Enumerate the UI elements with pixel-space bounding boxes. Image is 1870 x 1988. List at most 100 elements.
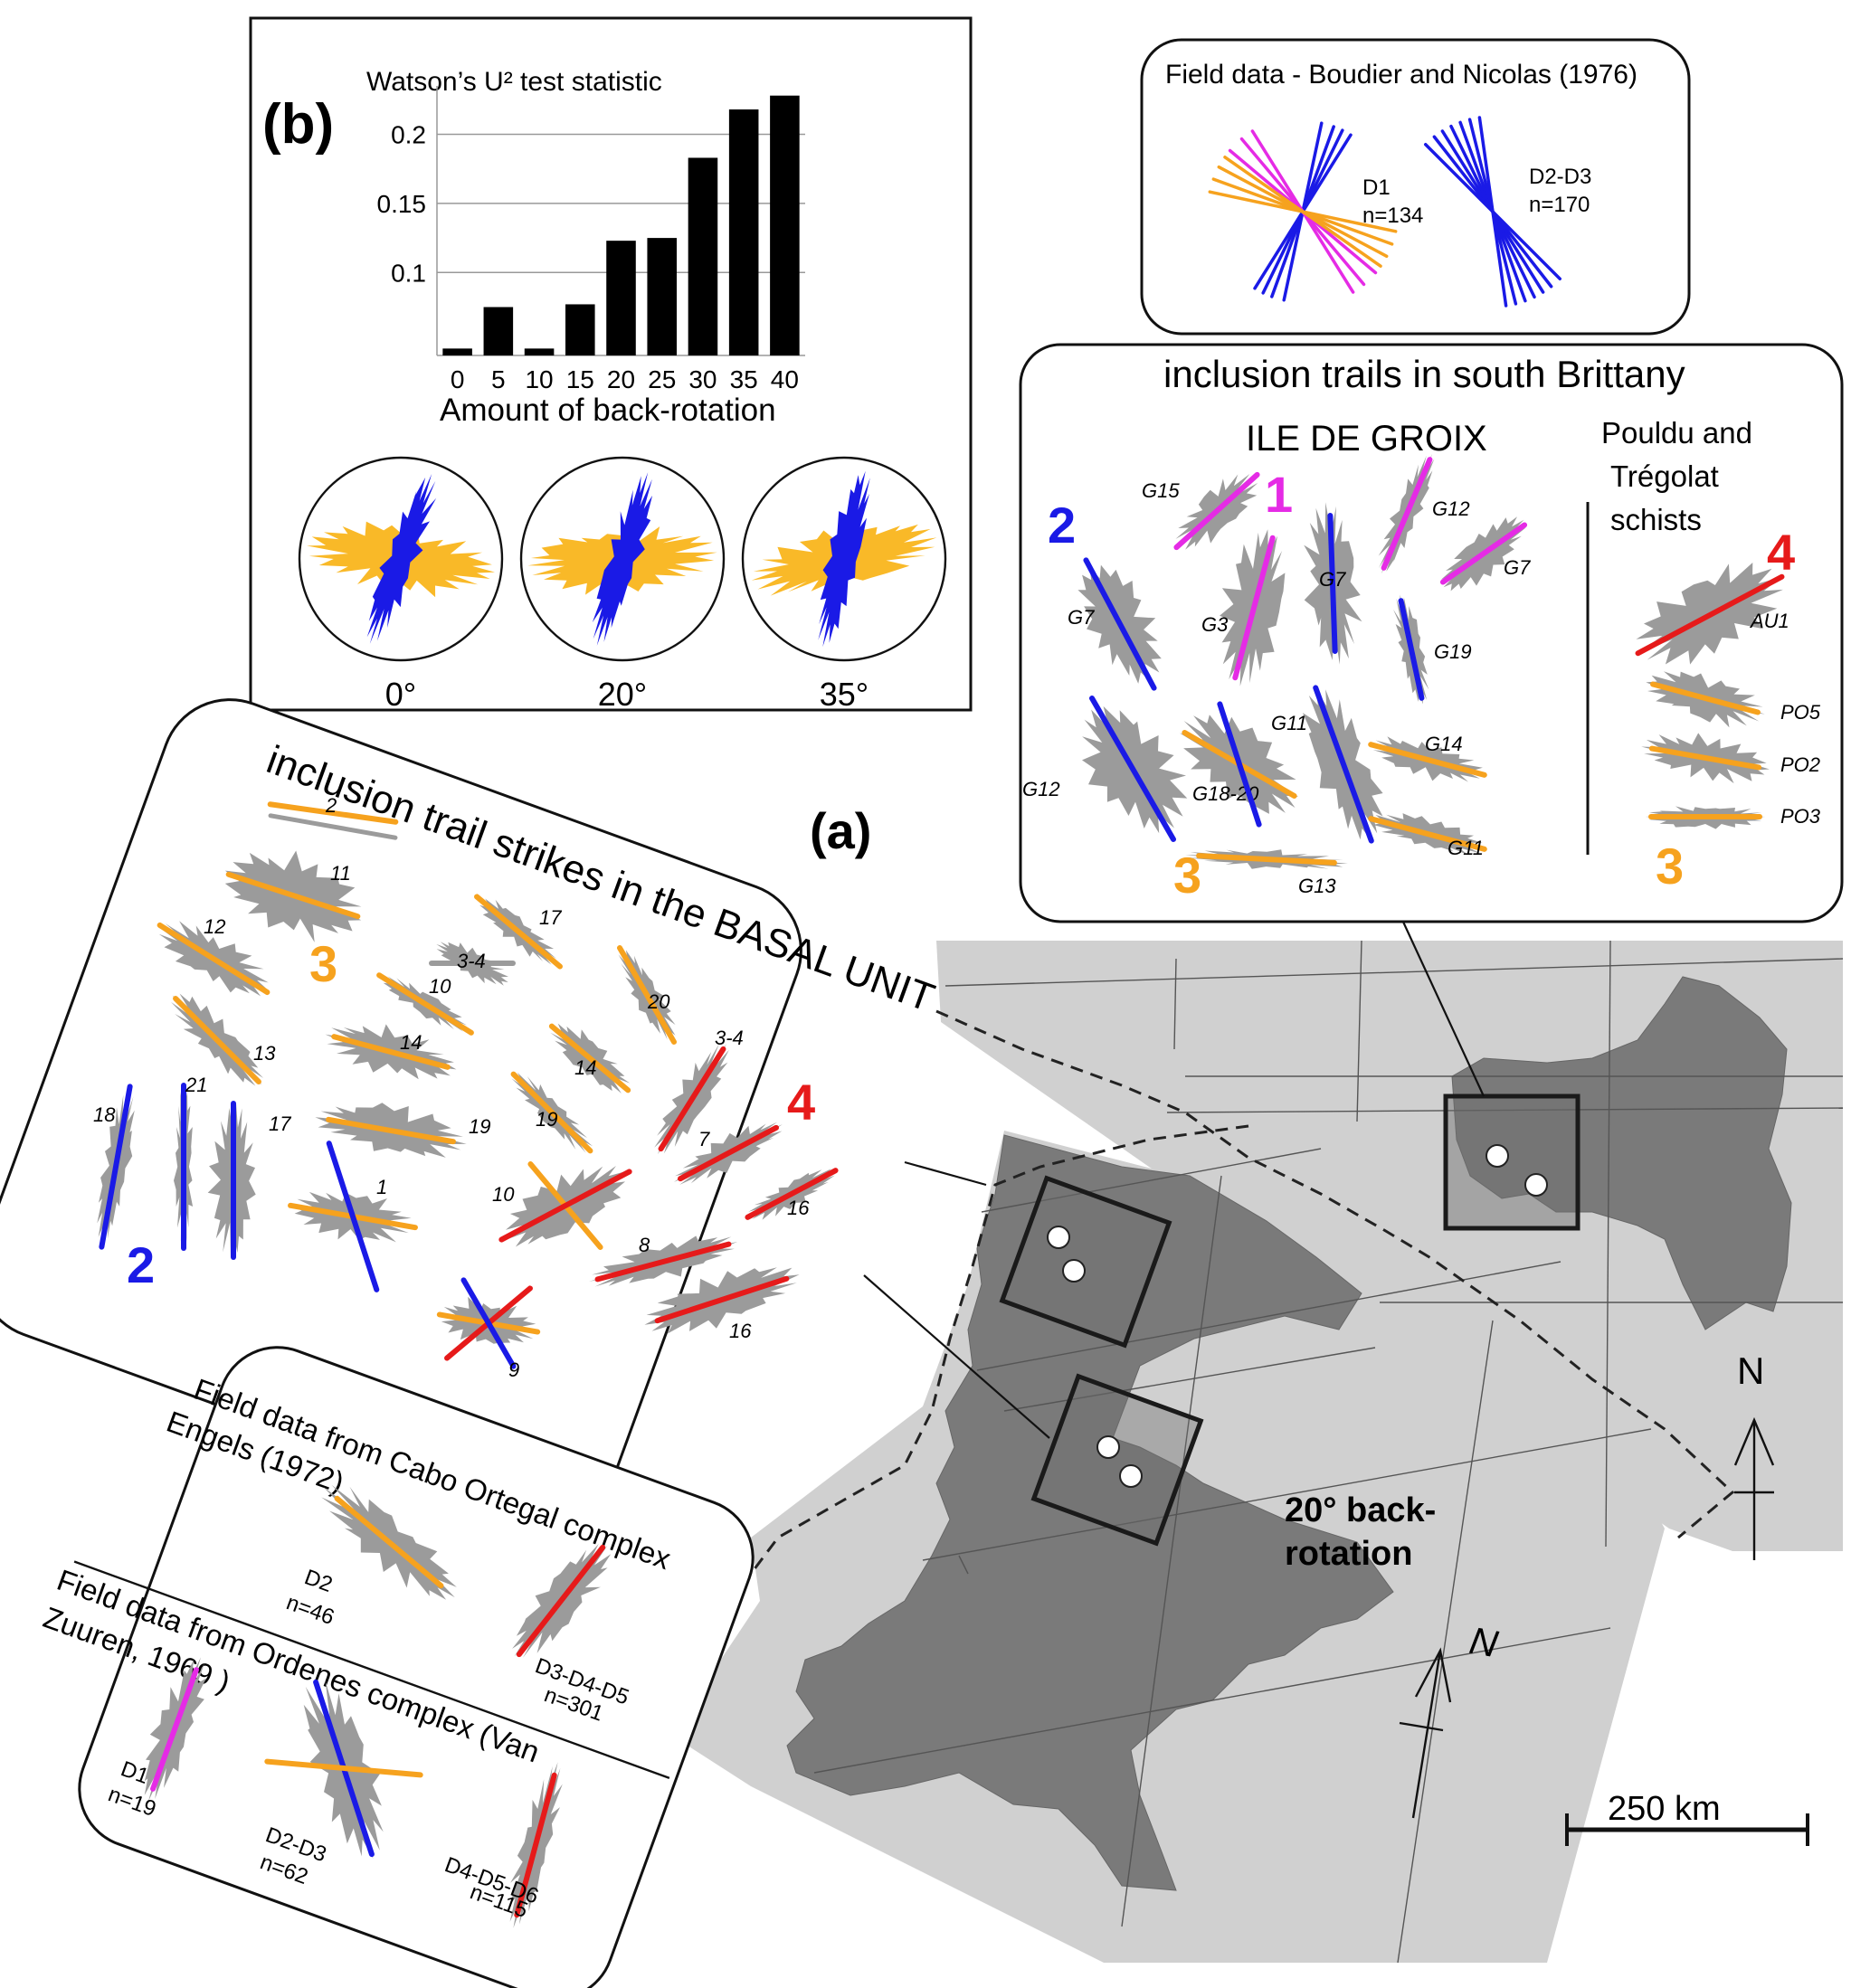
trail-line — [1650, 681, 1761, 715]
sample-label: PO2 — [1780, 753, 1820, 776]
panel-a: inclusion trail strikes in the BASAL UNI… — [0, 698, 940, 1523]
rose-rotation-label: 0° — [385, 676, 416, 713]
graticule — [813, 940, 1844, 1964]
sample-site — [1119, 1464, 1143, 1488]
trail-line — [331, 1034, 451, 1070]
trail-line — [460, 1277, 517, 1369]
sample-label: G14 — [1425, 733, 1463, 755]
x-tick-label: 40 — [771, 365, 799, 393]
sample-label: 20 — [647, 990, 670, 1013]
x-tick-label: 30 — [688, 365, 717, 393]
pouldu-line1: Pouldu and — [1601, 416, 1752, 450]
x-tick-label: 0 — [451, 365, 465, 393]
panel-a-group-4: 4 — [787, 1074, 815, 1131]
trail-line — [1089, 696, 1176, 842]
trail-line — [658, 1046, 726, 1152]
sample-label: G15 — [1142, 479, 1180, 502]
rose-rotation-label: 20° — [598, 676, 647, 713]
sample-label: 11 — [330, 862, 351, 885]
sample-site — [1486, 1144, 1509, 1168]
panel-b-label: (b) — [262, 93, 334, 156]
trail-line — [1173, 471, 1260, 551]
groix-title: ILE DE GROIX — [1246, 419, 1487, 459]
scale-bar-label: 250 km — [1608, 1790, 1721, 1828]
sample-label: 3-4 — [715, 1027, 744, 1049]
sample-label: 10 — [492, 1183, 515, 1206]
scale-bar — [1565, 1813, 1809, 1846]
y-tick-label: 0.15 — [377, 190, 427, 218]
trail-line — [150, 1667, 199, 1792]
sample-label: G7 — [1319, 568, 1346, 591]
brittany-group-2: 2 — [1048, 497, 1076, 554]
bar-chart: 0.1 0.15 0.2 0 5 10 15 20 25 30 35 40 — [377, 86, 805, 393]
bar — [524, 348, 555, 355]
trail-line — [326, 1141, 380, 1292]
x-tick-label: 10 — [525, 365, 553, 393]
trail-line — [514, 1772, 557, 1918]
sample-label: 16 — [729, 1320, 752, 1342]
sample-label: 1 — [376, 1176, 387, 1198]
boudier-d1-n: n=134 — [1362, 204, 1423, 228]
brittany-panel: inclusion trails in south Brittany ILE D… — [1019, 343, 1844, 923]
trail-line — [326, 1116, 456, 1145]
sample-label: AU1 — [1749, 610, 1789, 632]
boudier-d23: D2-D3 — [1529, 165, 1591, 189]
trail-line — [376, 972, 474, 1036]
trail-line — [1327, 513, 1338, 654]
trail-line — [474, 894, 563, 970]
sample-site — [1524, 1173, 1548, 1197]
sample-label: 14 — [574, 1056, 596, 1079]
north-arrow-brittany — [1733, 1416, 1775, 1560]
trail-line — [510, 1071, 593, 1154]
trail-line — [516, 1544, 606, 1658]
galicia-roses — [144, 1484, 612, 1928]
trail-line — [225, 871, 361, 920]
trail-line — [157, 922, 271, 996]
sample-label: 8 — [639, 1234, 650, 1256]
trail-line — [745, 1168, 839, 1220]
brittany-land — [1451, 976, 1792, 1330]
sample-label: 7 — [698, 1128, 710, 1150]
trail-line — [173, 996, 261, 1084]
sample-label: 19 — [536, 1108, 557, 1131]
trail-line — [654, 1275, 790, 1324]
chart-xlabel: Amount of back-rotation — [440, 393, 776, 428]
x-tick-label: 25 — [648, 365, 676, 393]
blue-petals — [366, 474, 437, 644]
trail-line — [498, 1169, 632, 1243]
trail-line — [678, 1124, 779, 1182]
sample-label: G11 — [1448, 837, 1484, 859]
rotation-label-line2: rotation — [1285, 1535, 1412, 1573]
trail-line — [99, 1084, 133, 1250]
sample-site — [1062, 1259, 1086, 1283]
boudier-d23-n: n=170 — [1529, 193, 1590, 217]
bar — [688, 157, 718, 355]
bar — [565, 304, 595, 355]
pouldu-line2: Trégolat — [1610, 459, 1719, 493]
trail-line — [1439, 522, 1528, 585]
sample-label: 13 — [253, 1042, 276, 1065]
x-tick-label: 15 — [566, 365, 594, 393]
boudier-d1: D1 — [1362, 175, 1391, 200]
sample-site — [1047, 1226, 1070, 1249]
panel-a-group-3: 3 — [309, 935, 337, 992]
bar — [770, 95, 800, 355]
sample-label: 3-4 — [457, 950, 486, 972]
trail-line — [1635, 573, 1785, 657]
blue-petals — [818, 470, 870, 648]
panel-a-roses: 2 11 12 17 3-4 10 20 13 14 14 3-4 18 21 17 19 19 1 10 7 16 8… — [93, 794, 839, 1381]
study-box-brittany — [1443, 1093, 1580, 1231]
chart-ylabel: Watson’s U² test statistic — [366, 67, 662, 97]
sample-label: 17 — [269, 1112, 291, 1135]
field-data-galicia: Field data from Cabo Ortegal complex Eng… — [39, 1346, 755, 1988]
galicia-divider — [73, 1560, 670, 1780]
rose-rotation-label: 35° — [820, 676, 869, 713]
trail-line — [1648, 745, 1762, 771]
sample-label: G7 — [1068, 606, 1095, 629]
bar — [483, 307, 514, 355]
trail-line — [1217, 701, 1262, 828]
map: N N 20° back- rotation 250 km — [688, 919, 1844, 1964]
trail-line — [1368, 816, 1487, 852]
